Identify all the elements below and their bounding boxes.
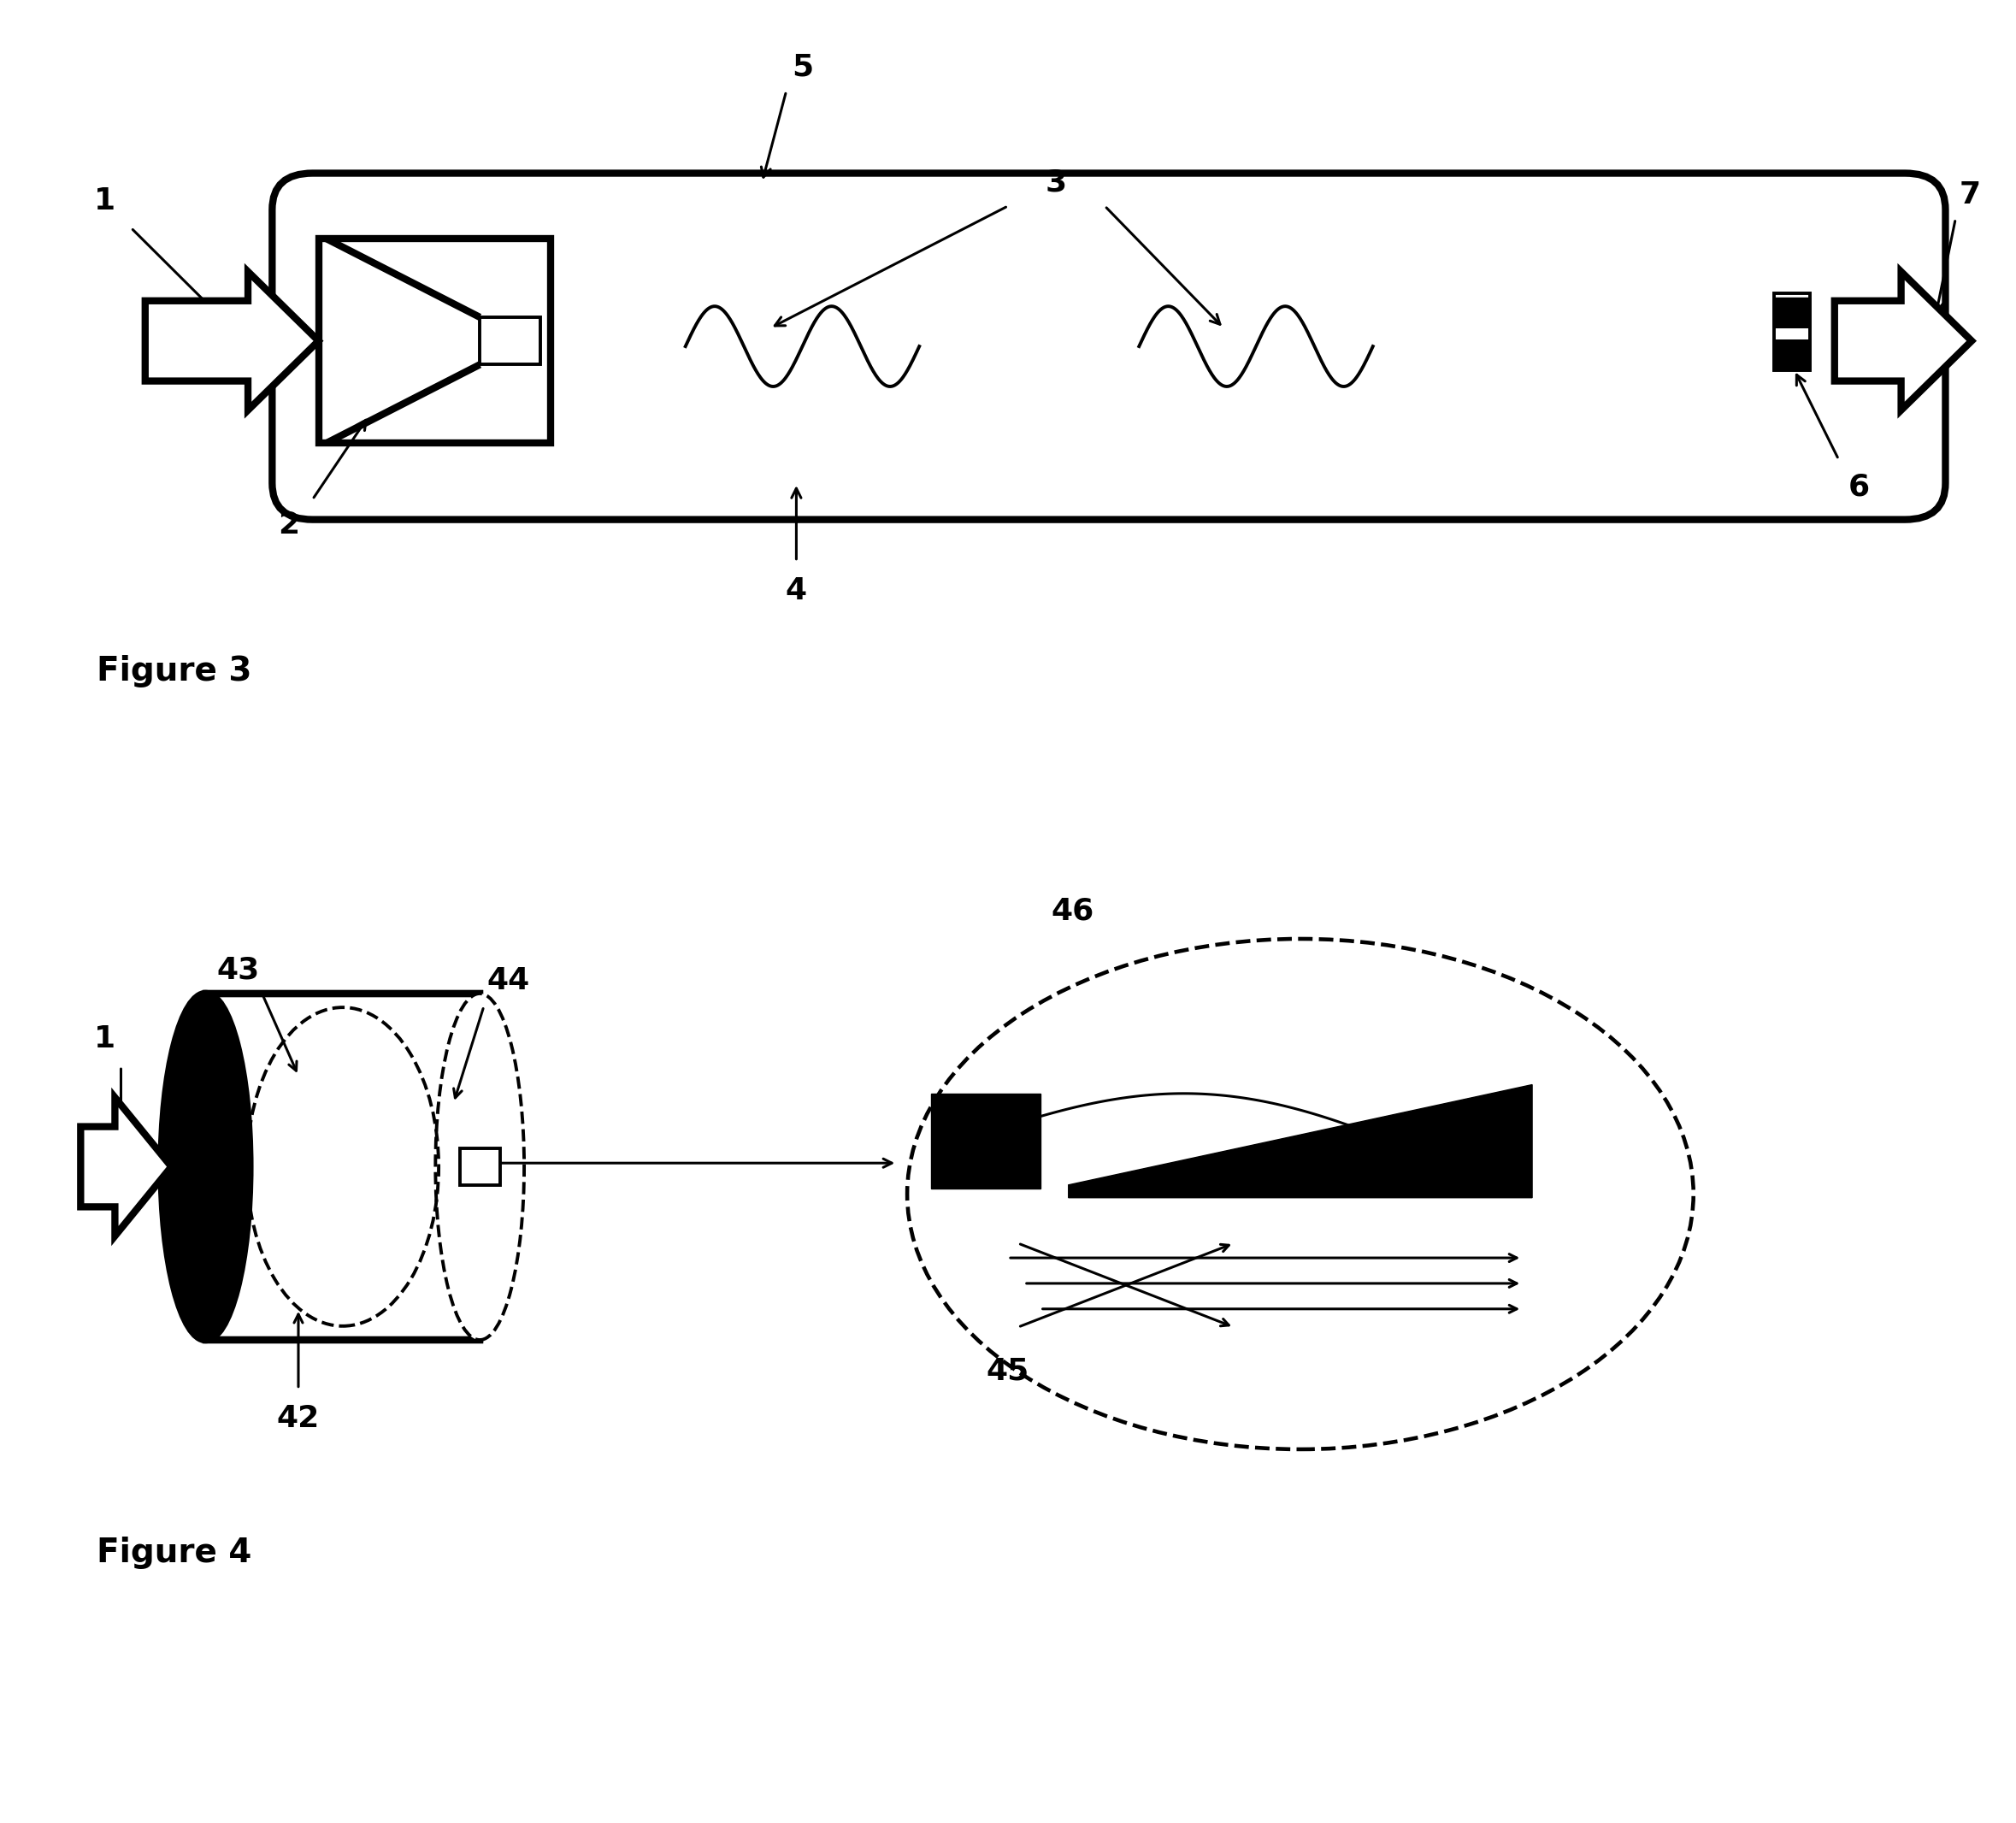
Bar xyxy=(1774,328,1810,339)
Polygon shape xyxy=(145,272,319,410)
Text: 4: 4 xyxy=(786,576,806,605)
Text: 1: 1 xyxy=(95,186,115,215)
Polygon shape xyxy=(480,317,540,365)
Text: 46: 46 xyxy=(1050,897,1095,926)
Text: 42: 42 xyxy=(276,1404,321,1433)
Text: 43: 43 xyxy=(216,955,260,984)
Ellipse shape xyxy=(907,939,1693,1449)
Polygon shape xyxy=(81,1097,171,1236)
Text: 44: 44 xyxy=(486,966,530,995)
Bar xyxy=(931,1094,1040,1189)
Polygon shape xyxy=(1835,272,1972,410)
Polygon shape xyxy=(1068,1085,1532,1198)
Text: 5: 5 xyxy=(792,53,812,82)
Bar xyxy=(460,1148,500,1185)
Text: 45: 45 xyxy=(986,1356,1030,1385)
Text: Figure 4: Figure 4 xyxy=(97,1537,252,1570)
Text: 6: 6 xyxy=(1849,472,1869,501)
Ellipse shape xyxy=(435,994,524,1340)
Polygon shape xyxy=(319,239,550,443)
Bar xyxy=(206,994,480,1340)
Text: Figure 3: Figure 3 xyxy=(97,654,252,687)
Text: 3: 3 xyxy=(1046,168,1066,197)
Text: 2: 2 xyxy=(278,510,298,540)
Text: 7: 7 xyxy=(1960,180,1980,210)
Bar xyxy=(1774,297,1810,328)
Ellipse shape xyxy=(161,994,250,1340)
Text: 1: 1 xyxy=(95,1025,115,1054)
Bar xyxy=(1774,339,1810,370)
Bar xyxy=(1774,294,1810,370)
FancyBboxPatch shape xyxy=(272,173,1945,520)
